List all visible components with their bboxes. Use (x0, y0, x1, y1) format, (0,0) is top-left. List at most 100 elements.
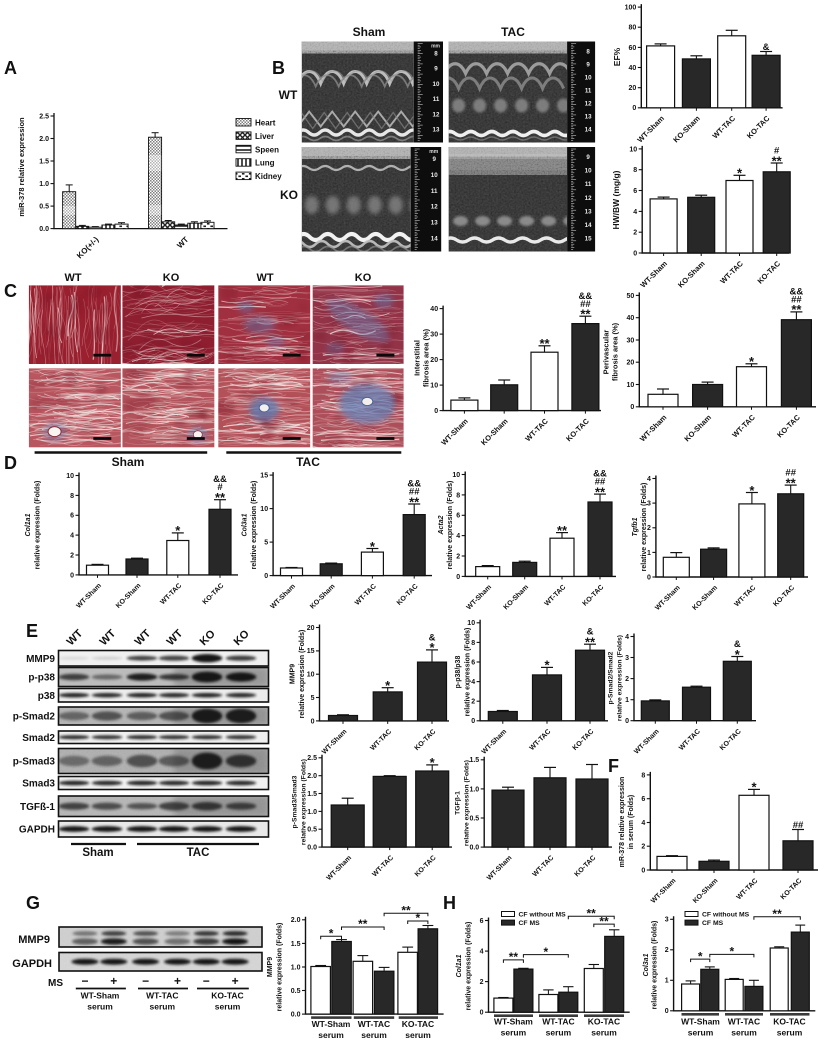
svg-text:&&: && (407, 479, 421, 490)
svg-text:serum: serum (777, 1028, 803, 1038)
svg-text:WT-TAC: WT-TAC (542, 1017, 574, 1027)
svg-text:relative expression (Folds): relative expression (Folds) (617, 635, 624, 721)
svg-text:30: 30 (430, 332, 438, 339)
svg-text:serum: serum (731, 1028, 757, 1038)
svg-text:Col3a1: Col3a1 (242, 513, 249, 536)
svg-text:serum: serum (215, 1002, 241, 1012)
svg-text:*: * (329, 926, 334, 940)
svg-text:**: ** (401, 904, 411, 918)
svg-text:relative expression (Folds): relative expression (Folds) (301, 759, 308, 845)
svg-text:0: 0 (625, 718, 629, 725)
svg-text:relative expression (Folds): relative expression (Folds) (251, 481, 258, 570)
svg-text:1: 1 (665, 978, 669, 985)
svg-text:2.0: 2.0 (307, 773, 317, 780)
svg-text:C: C (4, 281, 17, 301)
svg-text:&&: && (213, 474, 227, 485)
svg-text:8: 8 (641, 772, 645, 779)
svg-text:D: D (4, 453, 17, 473)
svg-text:0: 0 (456, 574, 460, 581)
svg-text:MMP9: MMP9 (290, 664, 297, 684)
svg-text:0: 0 (471, 718, 475, 725)
svg-text:*: * (749, 483, 755, 498)
svg-text:0.5: 0.5 (291, 988, 301, 995)
svg-text:*: * (429, 640, 435, 655)
svg-text:relative expression (Folds): relative expression (Folds) (35, 481, 42, 570)
svg-text:relative expression (Folds): relative expression (Folds) (641, 483, 648, 572)
svg-text:**: ** (772, 153, 783, 168)
svg-text:2: 2 (641, 844, 645, 851)
svg-text:0: 0 (480, 1010, 484, 1017)
svg-text:11: 11 (585, 88, 592, 95)
svg-text:G: G (26, 893, 40, 913)
svg-text:2: 2 (471, 699, 475, 706)
svg-text:serum: serum (361, 1030, 387, 1040)
svg-text:0: 0 (264, 573, 268, 580)
svg-text:1.5: 1.5 (39, 158, 49, 165)
svg-text:10: 10 (585, 75, 592, 82)
svg-text:3: 3 (625, 655, 629, 662)
svg-text:0.0: 0.0 (39, 226, 49, 233)
svg-text:#: # (774, 146, 780, 157)
svg-text:100: 100 (625, 5, 637, 12)
svg-text:14: 14 (431, 236, 438, 243)
svg-text:**: ** (215, 490, 226, 505)
svg-text:WT-TAC: WT-TAC (358, 1019, 390, 1029)
svg-text:0.5: 0.5 (469, 815, 479, 822)
svg-text:##: ## (793, 820, 804, 831)
svg-text:4: 4 (625, 634, 629, 641)
svg-text:**: ** (585, 635, 596, 650)
svg-text:Interstitial: Interstitial (413, 340, 422, 376)
svg-text:40: 40 (629, 65, 637, 72)
svg-text:10: 10 (467, 620, 475, 627)
svg-text:20: 20 (627, 360, 635, 367)
svg-text:0.5: 0.5 (39, 204, 49, 211)
svg-text:2.5: 2.5 (307, 755, 317, 762)
svg-text:miR-378 relative expression: miR-378 relative expression (17, 117, 26, 217)
svg-text:&: & (734, 639, 741, 650)
svg-text:1.0: 1.0 (469, 786, 479, 793)
svg-text:&&: && (593, 469, 607, 480)
svg-text:p38: p38 (38, 691, 56, 702)
svg-text:*: * (735, 647, 741, 662)
svg-text:MMP9: MMP9 (267, 957, 274, 977)
svg-text:Speen: Speen (255, 145, 279, 154)
svg-text:12: 12 (433, 111, 440, 118)
svg-text:*: * (430, 755, 436, 770)
svg-text:10: 10 (66, 473, 74, 480)
svg-text:KO: KO (355, 272, 372, 284)
svg-text:0: 0 (665, 1008, 669, 1015)
svg-text:4: 4 (641, 820, 645, 827)
svg-text:fibrosis area (%): fibrosis area (%) (422, 328, 431, 387)
svg-text:9: 9 (432, 156, 436, 163)
svg-text:serum: serum (591, 1028, 617, 1038)
svg-text:KO-TAC: KO-TAC (773, 1017, 805, 1027)
svg-text:Lung: Lung (255, 159, 275, 168)
svg-text:14: 14 (585, 222, 592, 229)
svg-text:3: 3 (665, 917, 669, 924)
svg-text:9: 9 (586, 62, 590, 69)
svg-text:11: 11 (585, 181, 592, 188)
svg-text:mm: mm (431, 44, 440, 50)
svg-text:50: 50 (627, 293, 635, 300)
svg-text:1: 1 (647, 550, 651, 557)
svg-text:0: 0 (641, 867, 645, 874)
svg-text:Tgfb1: Tgfb1 (632, 517, 639, 536)
svg-text:*: * (175, 523, 181, 538)
svg-text:0: 0 (647, 574, 651, 581)
svg-text:relative expression (Folds): relative expression (Folds) (277, 923, 284, 1012)
svg-text:8: 8 (586, 49, 590, 56)
svg-text:in serum (Folds): in serum (Folds) (628, 795, 635, 849)
svg-text:4: 4 (480, 949, 484, 956)
svg-text:10: 10 (260, 506, 268, 513)
svg-text:serum: serum (87, 1002, 113, 1012)
svg-text:MS: MS (48, 978, 63, 989)
svg-text:15: 15 (585, 236, 592, 243)
svg-text:8: 8 (434, 51, 438, 58)
svg-text:WT-TAC: WT-TAC (728, 1017, 760, 1027)
svg-text:12: 12 (431, 204, 438, 211)
svg-text:EF%: EF% (612, 47, 622, 66)
svg-text:0.0: 0.0 (291, 1012, 301, 1019)
svg-text:6: 6 (471, 659, 475, 666)
svg-text:Col3a1: Col3a1 (643, 953, 650, 976)
svg-text:B: B (272, 58, 285, 78)
